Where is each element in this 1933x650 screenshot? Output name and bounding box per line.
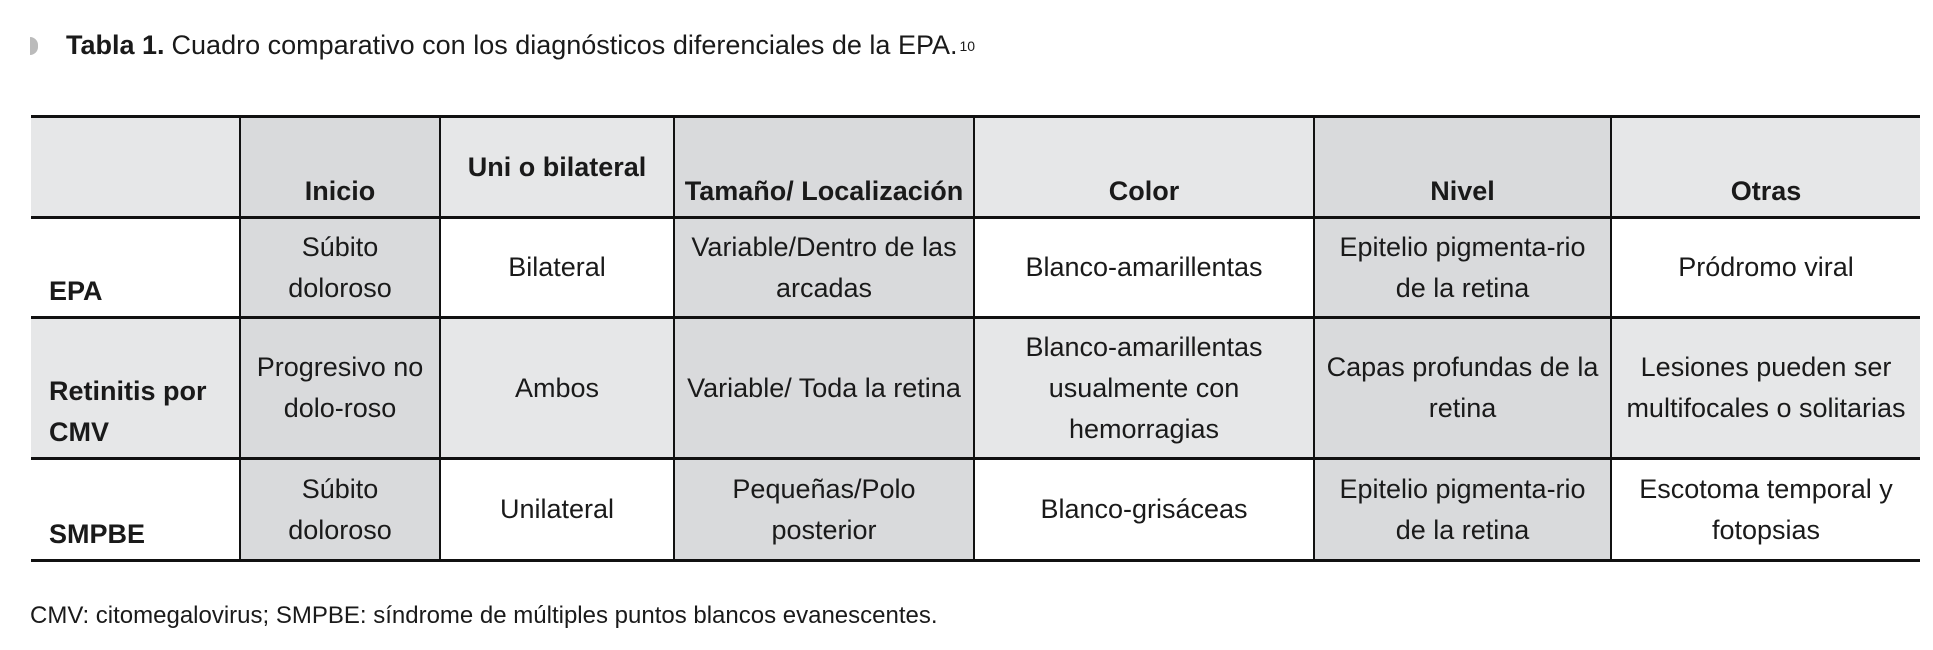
table-cell: Variable/ Toda la retina (673, 317, 975, 459)
table-row: SMPBE Súbito doloroso Unilateral Pequeña… (31, 458, 1920, 561)
footnote: CMV: citomegalovirus; SMPBE: síndrome de… (30, 602, 938, 629)
row-label: SMPBE (31, 458, 241, 561)
header-cell: Inicio (239, 116, 441, 218)
table-cell: Blanco-amarillentas (973, 217, 1315, 318)
table-cell: Blanco-amarillentas usualmente con hemor… (973, 317, 1315, 459)
row-label: EPA (31, 217, 241, 318)
caption-text: Cuadro comparativo con los diagnósticos … (171, 30, 958, 60)
caption-reference: 10 (959, 37, 976, 54)
table-caption: Tabla 1. Cuadro comparativo con los diag… (30, 30, 975, 61)
table-cell: Unilateral (439, 458, 675, 561)
table-cell: Escotoma temporal y fotopsias (1610, 458, 1920, 561)
bullet-icon (30, 36, 38, 55)
table-cell: Súbito doloroso (239, 217, 441, 318)
table-cell: Epitelio pigmenta-rio de la retina (1313, 458, 1612, 561)
table-cell: Capas profundas de la retina (1313, 317, 1612, 459)
row-label: Retinitis por CMV (31, 317, 241, 459)
table-cell: Pequeñas/Polo posterior (673, 458, 975, 561)
caption-label: Tabla 1. (66, 30, 165, 60)
table-row: Retinitis por CMV Progresivo no dolo-ros… (31, 317, 1920, 459)
header-cell: Color (973, 116, 1315, 218)
table-cell: Ambos (439, 317, 675, 459)
header-cell: Nivel (1313, 116, 1612, 218)
table-row: EPA Súbito doloroso Bilateral Variable/D… (31, 217, 1920, 318)
table-cell: Variable/Dentro de las arcadas (673, 217, 975, 318)
comparison-table: Inicio Uni o bilateral Tamaño/ Localizac… (31, 115, 1920, 562)
header-row: Inicio Uni o bilateral Tamaño/ Localizac… (31, 116, 1920, 218)
header-cell: Otras (1610, 116, 1920, 218)
header-cell: Tamaño/ Localización (673, 116, 975, 218)
table-cell: Pródromo viral (1610, 217, 1920, 318)
header-cell: Uni o bilateral (439, 116, 675, 218)
table-cell: Súbito doloroso (239, 458, 441, 561)
table-cell: Bilateral (439, 217, 675, 318)
table-cell: Progresivo no dolo-roso (239, 317, 441, 459)
table-cell: Blanco-grisáceas (973, 458, 1315, 561)
header-cell (31, 116, 241, 218)
table-cell: Lesiones pueden ser multifocales o solit… (1610, 317, 1920, 459)
table-cell: Epitelio pigmenta-rio de la retina (1313, 217, 1612, 318)
